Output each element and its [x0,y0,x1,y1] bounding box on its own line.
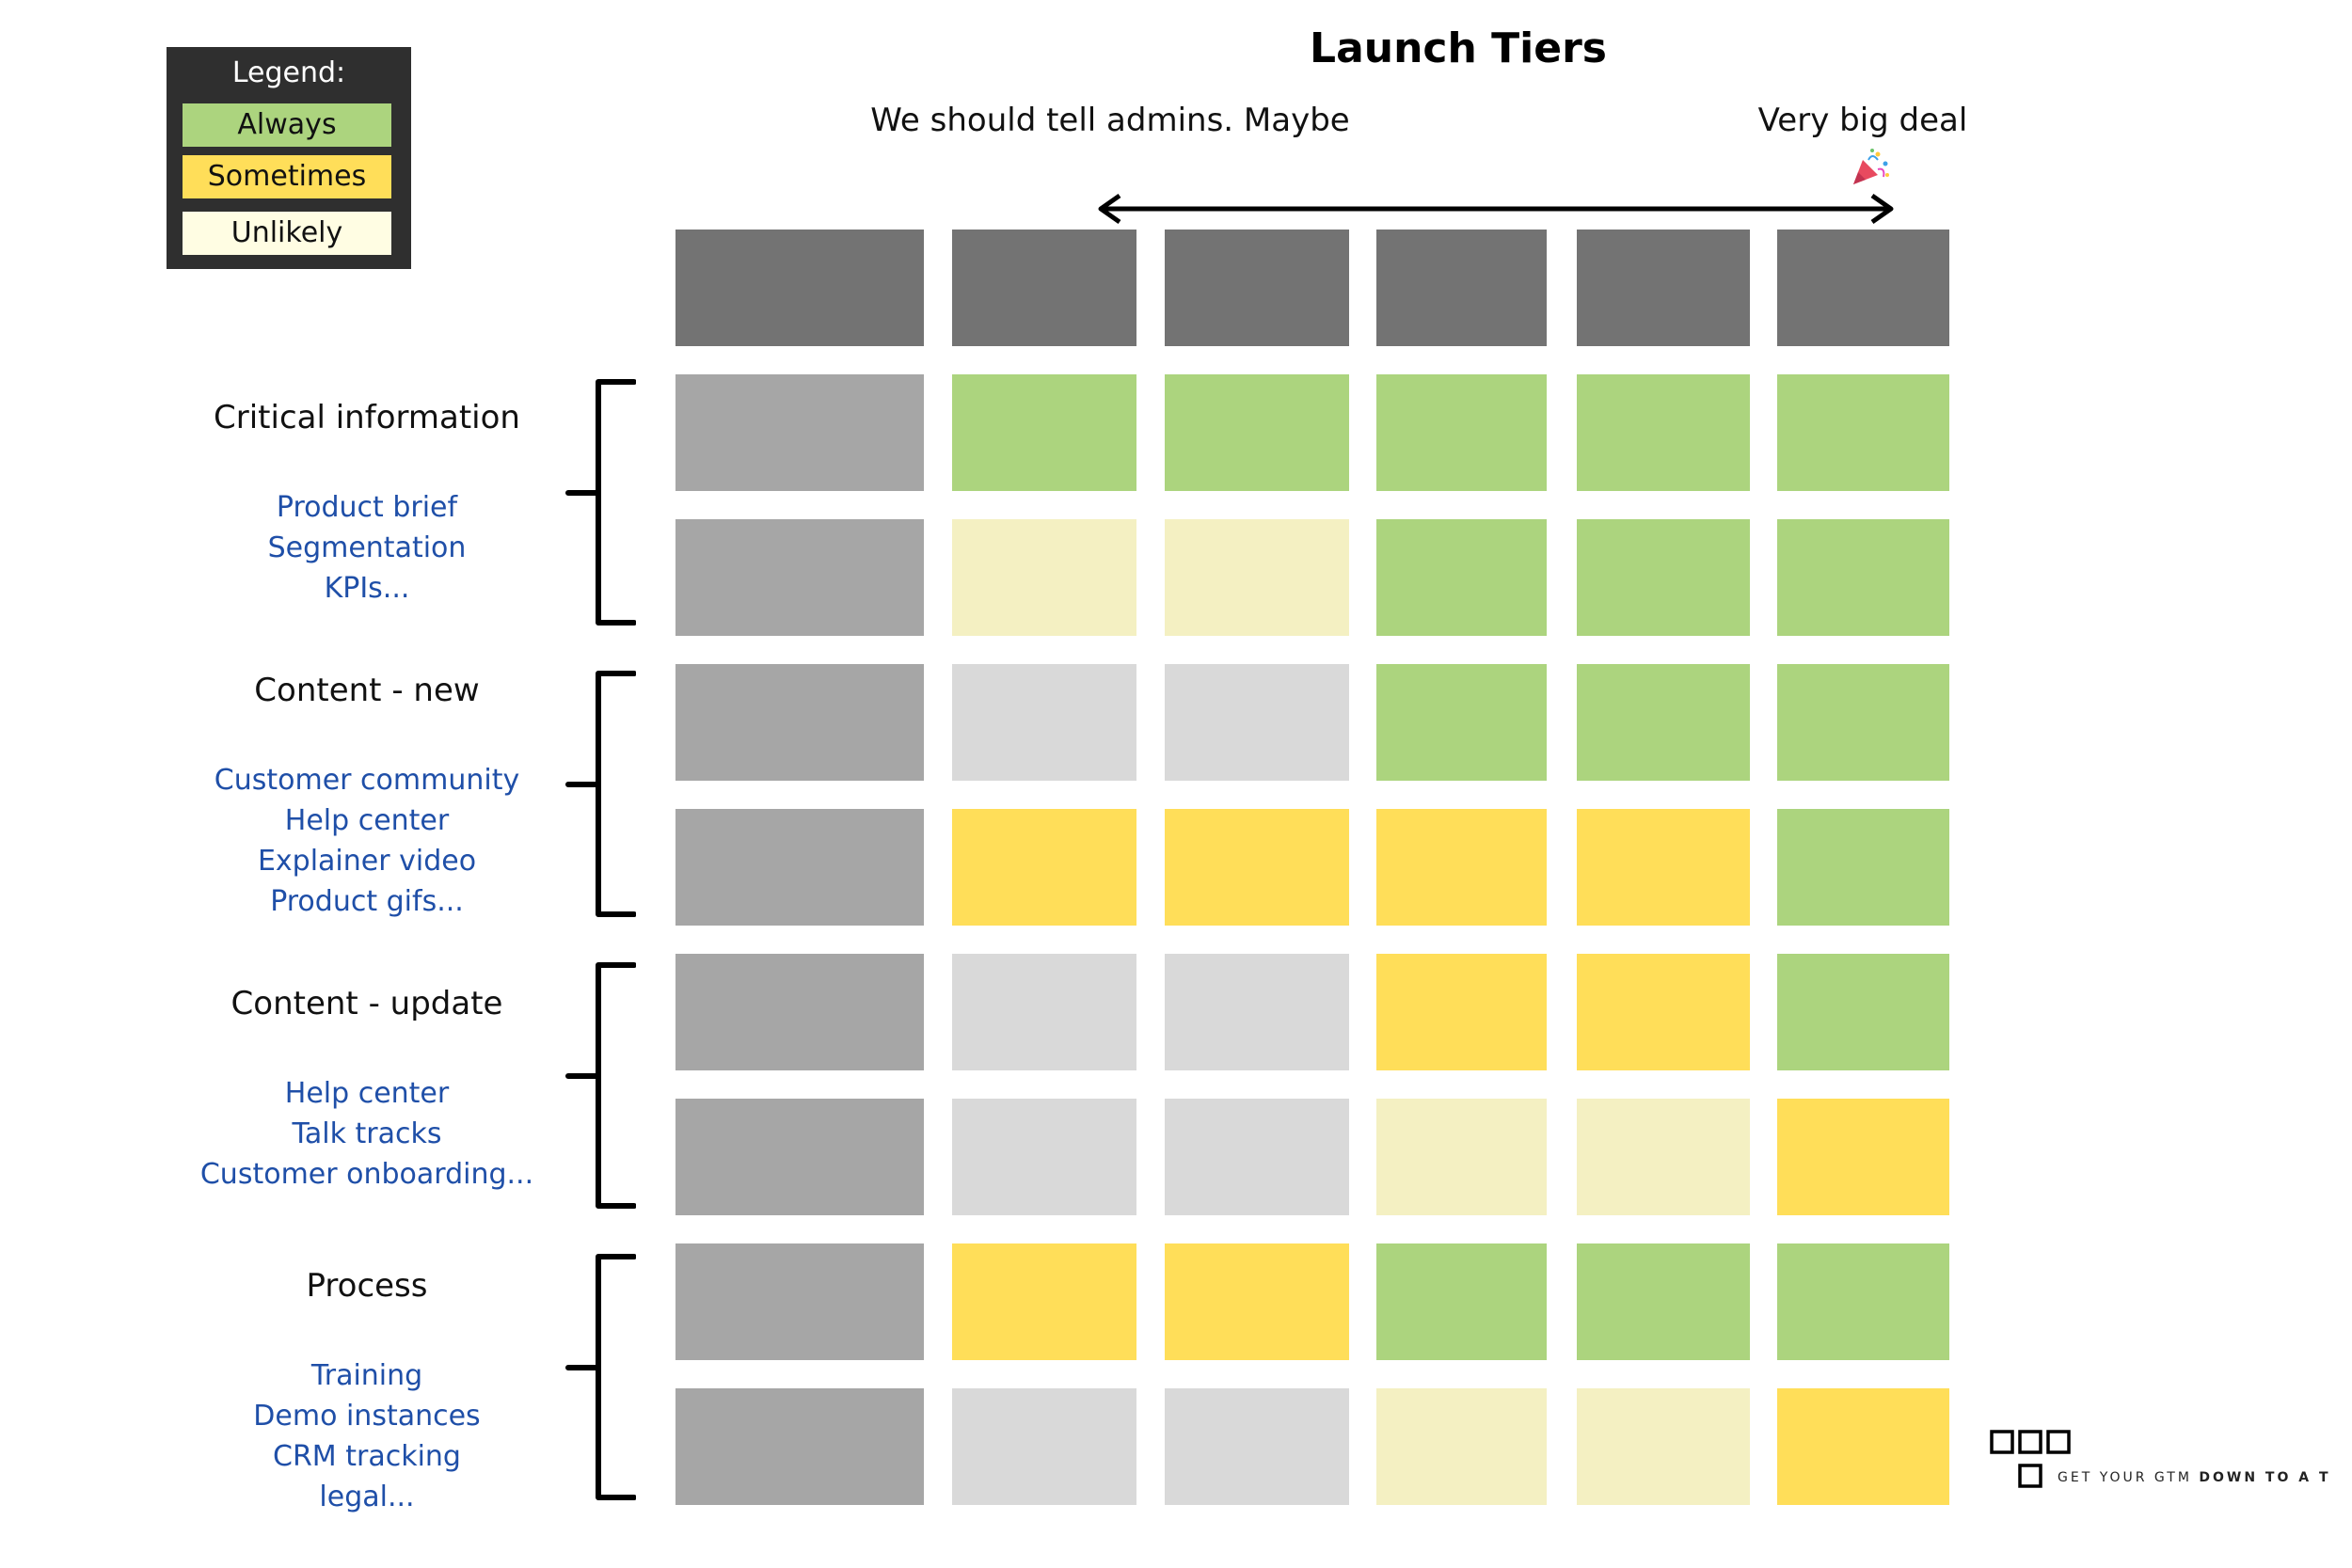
row-label-cell-3 [675,809,924,926]
row-label-cell-6 [675,1243,924,1360]
header-cell-5 [1777,230,1949,346]
category-title: Content - new [254,672,480,709]
row-label-cell-5 [675,1099,924,1215]
tier-cell-r1-c4 [1777,519,1949,636]
tier-cell-r2-c4 [1777,664,1949,781]
header-cell-4 [1577,230,1750,346]
tier-cell-r3-c0 [952,809,1136,926]
tier-cell-r7-c1 [1165,1388,1349,1505]
brand-tagline: GET YOUR GTM DOWN TO A T [2058,1470,2331,1485]
tier-cell-r4-c4 [1777,954,1949,1070]
category-item: Segmentation [267,531,467,564]
tier-cell-r7-c2 [1376,1388,1547,1505]
row-label-cell-4 [675,954,924,1070]
row-label-cell-2 [675,664,924,781]
legend-unlikely: Unlikely [183,212,391,255]
header-cell-2 [1165,230,1349,346]
legend-always: Always [183,103,391,147]
tier-cell-r2-c0 [952,664,1136,781]
tier-cell-r5-c4 [1777,1099,1949,1215]
category-item: Product gifs... [270,885,464,918]
tier-cell-r6-c4 [1777,1243,1949,1360]
page-title: Launch Tiers [1310,24,1607,72]
category-title: Critical information [214,399,520,436]
tier-cell-r1-c2 [1376,519,1547,636]
tier-cell-r0-c3 [1577,374,1750,491]
category-item: legal... [319,1481,415,1513]
brand-logo [1990,1430,2071,1488]
scale-high-label: Very big deal [1757,102,1968,139]
tier-cell-r4-c1 [1165,954,1349,1070]
category-item: Product brief [276,491,458,524]
category-item: Demo instances [253,1400,481,1433]
category-item: Customer onboarding... [199,1158,534,1191]
tier-cell-r7-c4 [1777,1388,1949,1505]
category-item: Talk tracks [292,1117,442,1150]
category-item: Help center [284,1077,450,1110]
tier-cell-r2-c3 [1577,664,1750,781]
category-brackets [565,379,636,1500]
legend-title: Legend: [231,56,346,89]
category-title: Content - update [230,985,503,1022]
tier-cell-r0-c2 [1376,374,1547,491]
category-item: Explainer video [257,845,477,878]
tier-cell-r0-c4 [1777,374,1949,491]
header-cell-0 [675,230,924,346]
category-item: Help center [284,804,450,837]
scale-low-label: We should tell admins. Maybe [870,102,1350,139]
category-title: Process [306,1267,428,1305]
tier-cell-r5-c2 [1376,1099,1547,1215]
row-label-cell-0 [675,374,924,491]
legend: Legend: Always Sometimes Unlikely [167,47,411,269]
tier-cell-r6-c2 [1376,1243,1547,1360]
category-item: Customer community [214,764,520,797]
legend-sometimes: Sometimes [183,155,391,198]
tier-cell-r5-c3 [1577,1099,1750,1215]
tier-cell-r4-c2 [1376,954,1547,1070]
tier-cell-r1-c3 [1577,519,1750,636]
header-cell-1 [952,230,1136,346]
tier-cell-r1-c0 [952,519,1136,636]
category-item: Training [310,1359,423,1392]
tier-cell-r5-c1 [1165,1099,1349,1215]
row-label-cell-1 [675,519,924,636]
category-item: KPIs... [324,572,410,605]
scale-arrow [1098,193,1894,225]
tier-cell-r6-c0 [952,1243,1136,1360]
tier-cell-r2-c1 [1165,664,1349,781]
tier-cell-r4-c0 [952,954,1136,1070]
tier-cell-r3-c4 [1777,809,1949,926]
tier-cell-r7-c3 [1577,1388,1750,1505]
tier-cell-r1-c1 [1165,519,1349,636]
row-label-cell-7 [675,1388,924,1505]
tier-cell-r0-c0 [952,374,1136,491]
tier-cell-r2-c2 [1376,664,1547,781]
tier-cell-r0-c1 [1165,374,1349,491]
category-item: CRM tracking [273,1440,461,1473]
tier-cell-r3-c2 [1376,809,1547,926]
party-popper-icon [1853,149,1889,184]
tier-cell-r5-c0 [952,1099,1136,1215]
tier-cell-r3-c1 [1165,809,1349,926]
tier-cell-r7-c0 [952,1388,1136,1505]
tier-cell-r6-c3 [1577,1243,1750,1360]
tier-cell-r6-c1 [1165,1243,1349,1360]
tier-cell-r3-c3 [1577,809,1750,926]
header-cell-3 [1376,230,1547,346]
tier-cell-r4-c3 [1577,954,1750,1070]
